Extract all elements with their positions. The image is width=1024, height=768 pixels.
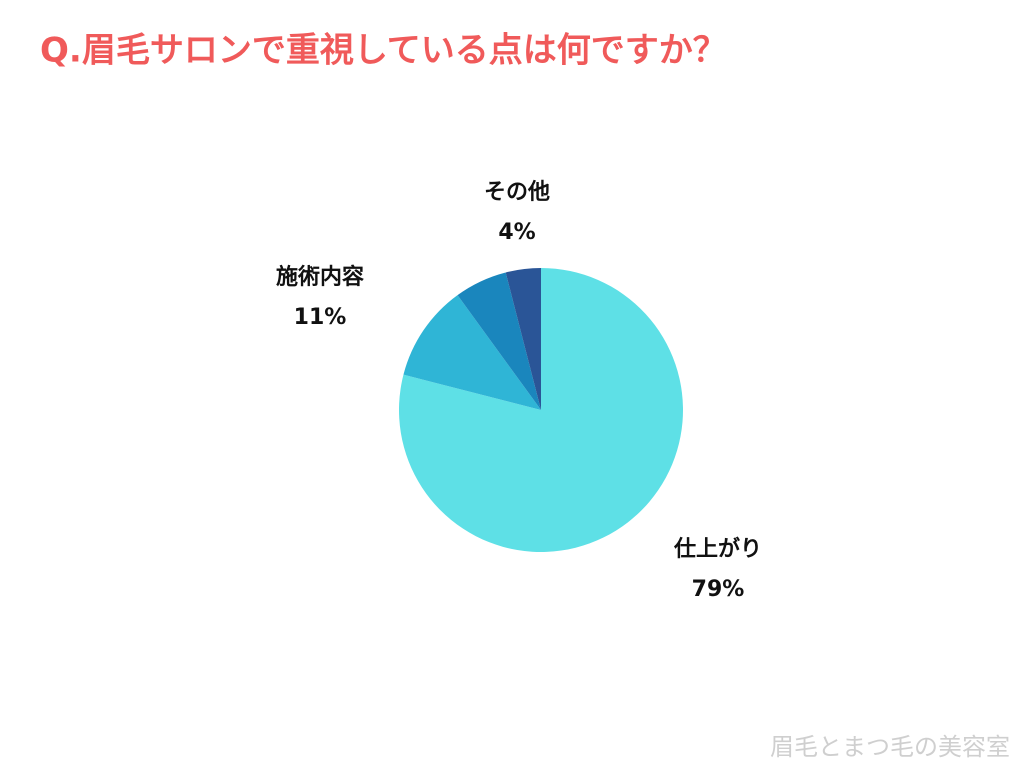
- pie-slice: [505, 268, 541, 410]
- pie-slice: [457, 272, 541, 410]
- category-label: 仕上がり: [673, 536, 762, 562]
- category-label: その他: [484, 180, 550, 205]
- category-label: 施術内容: [276, 264, 364, 290]
- pie-slice: [403, 295, 541, 410]
- watermark: 眉毛とまつ毛の美容室: [770, 733, 1010, 761]
- value-label: 79%: [692, 577, 745, 602]
- value-label: 11%: [294, 305, 347, 330]
- chart-title: Q.眉毛サロンで重視している点は何ですか？: [40, 31, 727, 71]
- value-label: 4%: [498, 220, 535, 245]
